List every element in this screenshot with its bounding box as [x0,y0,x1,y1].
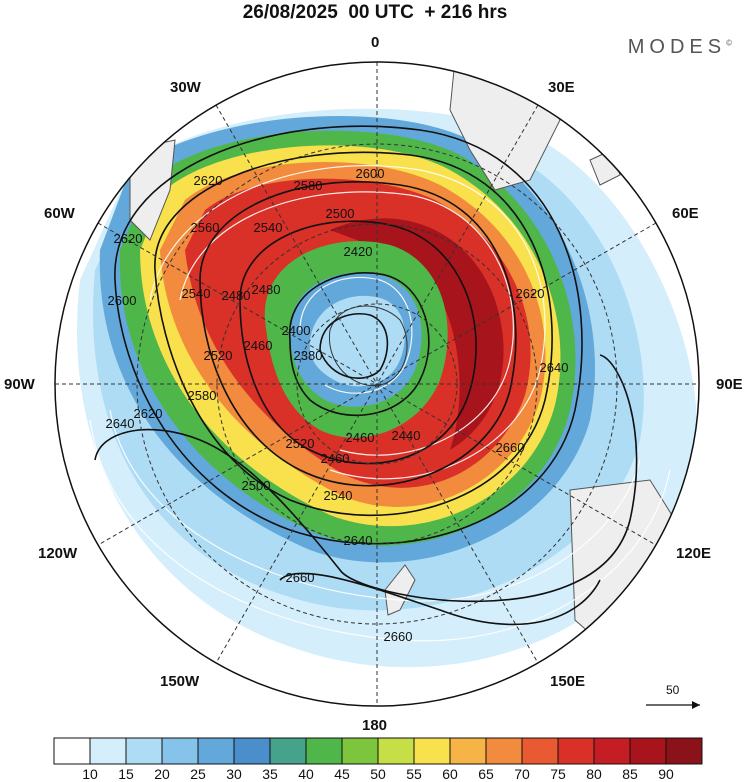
colorbar-swatch [485,737,523,765]
lon-label-right: 90E [716,376,743,393]
wind-band-85 [330,218,504,450]
colorbar [53,737,703,765]
antarctica-outline [329,305,408,387]
contour-label: 2560 [191,220,220,235]
contour-label: 2540 [182,286,211,301]
colorbar-swatch [233,737,271,765]
colorbar-swatch [593,737,631,765]
colorbar-swatch [449,737,487,765]
contour-label: 2620 [516,286,545,301]
contour-label: 2520 [204,348,233,363]
colorbar-swatch [629,737,667,765]
colorbar-swatch [89,737,127,765]
colorbar-tick-label: 60 [442,766,458,782]
contour-label: 2660 [384,629,413,644]
colorbar-tick-label: 30 [226,766,242,782]
colorbar-swatch [413,737,451,765]
reference-vector-arrowhead-icon [692,701,700,709]
contour-label: 2480 [222,288,251,303]
contour-label: 2600 [356,166,385,181]
colorbar-swatch [161,737,199,765]
colorbar-tick-label: 40 [298,766,314,782]
contour-label: 2540 [324,488,353,503]
contour-label: 2440 [392,428,421,443]
lon-label-left: 90W [4,376,35,393]
contour-label: 2580 [294,178,323,193]
lon-label-right-upper: 60E [672,205,699,222]
brand-logo: MODES© [628,36,732,59]
colorbar-tick-label: 45 [334,766,350,782]
contour-label: 2660 [286,570,315,585]
colorbar-swatch [53,737,91,765]
colorbar-swatch [521,737,559,765]
contour-label: 2400 [282,323,311,338]
colorbar-tick-label: 70 [514,766,530,782]
colorbar-swatch [305,737,343,765]
colorbar-tick-label: 50 [370,766,386,782]
contour-label: 2380 [294,348,323,363]
contour-label: 2460 [244,338,273,353]
colorbar-tick-label: 10 [82,766,98,782]
colorbar-swatch [377,737,415,765]
colorbar-tick-label: 90 [658,766,674,782]
colorbar-tick-label: 85 [622,766,638,782]
brand-mark: © [726,38,732,48]
lon-label-top-left: 30W [170,79,201,96]
contour-label: 2600 [108,293,137,308]
reference-vector-value: 50 [666,683,680,697]
height-contours [94,125,638,626]
lon-label-bottom-left: 150W [160,673,200,690]
contour-label: 2460 [321,451,350,466]
contour-label: 2480 [252,282,281,297]
contour-label: 2580 [188,388,217,403]
colorbar-tick-label: 65 [478,766,494,782]
contour-label: 2460 [346,430,375,445]
colorbar-tick-label: 25 [190,766,206,782]
graticule [55,62,699,706]
colorbar-swatch [269,737,307,765]
lon-label-right-lower: 120E [676,545,712,562]
contour-label: 2500 [326,206,355,221]
colorbar-swatch [125,737,163,765]
streamlines [89,165,671,642]
contour-label: 2640 [540,360,569,375]
lon-label-left-lower: 120W [38,545,78,562]
colorbar-tick-label: 80 [586,766,602,782]
contour-label: 2660 [496,440,525,455]
contour-label-group: 2620 2580 2600 2620 2560 2500 2540 2620 … [106,166,569,644]
contour-label: 2420 [344,244,373,259]
contour-label: 2520 [286,436,315,451]
map-title: 26/08/2025 00 UTC + 216 hrs [242,2,508,23]
colorbar-tick-label: 35 [262,766,278,782]
colorbar-tick-label: 15 [118,766,134,782]
colorbar-swatch [341,737,379,765]
lon-label-left-upper: 60W [44,205,75,222]
contour-label: 2640 [106,416,135,431]
contour-label: 2640 [344,533,373,548]
brand-name: MODES [627,36,727,58]
contour-label: 2620 [194,173,223,188]
colorbar-swatch [197,737,235,765]
contour-label: 2540 [254,220,283,235]
lon-label-top: 0 [371,34,380,51]
lon-label-bottom: 180 [362,717,388,734]
colorbar-swatch [665,737,703,765]
colorbar-swatch [557,737,595,765]
wind-core-20 [309,295,405,387]
lon-label-top-right: 30E [548,79,575,96]
colorbar-tick-label: 75 [550,766,566,782]
colorbar-tick-label: 55 [406,766,422,782]
map-border [54,61,700,707]
colorbar-tick-label: 20 [154,766,170,782]
lon-label-bottom-right: 150E [550,673,586,690]
contour-label: 2620 [114,231,143,246]
contour-label: 2500 [242,478,271,493]
contour-label: 2620 [134,406,163,421]
